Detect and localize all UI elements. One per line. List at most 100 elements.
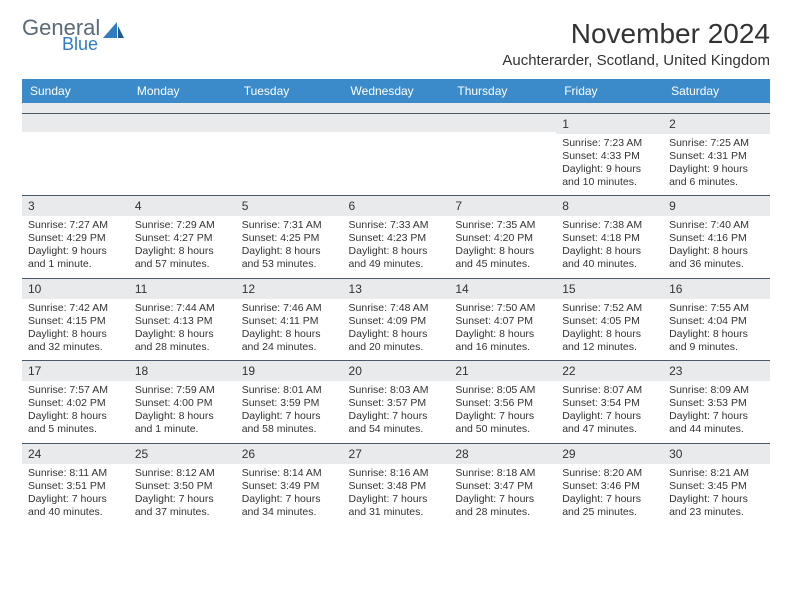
day-number (449, 114, 556, 132)
day-detail: Sunrise: 7:31 AMSunset: 4:25 PMDaylight:… (236, 216, 343, 278)
daylight-line: Daylight: 7 hours and 31 minutes. (349, 493, 444, 519)
day-number: 26 (236, 444, 343, 464)
day-number: 22 (556, 361, 663, 381)
daylight-line: Daylight: 8 hours and 49 minutes. (349, 245, 444, 271)
sunset-line: Sunset: 3:59 PM (242, 397, 337, 410)
sunrise-line: Sunrise: 7:29 AM (135, 219, 230, 232)
sunrise-line: Sunrise: 8:11 AM (28, 467, 123, 480)
daylight-line: Daylight: 8 hours and 32 minutes. (28, 328, 123, 354)
sunrise-line: Sunrise: 8:12 AM (135, 467, 230, 480)
daylight-line: Daylight: 9 hours and 10 minutes. (562, 163, 657, 189)
day-cell (236, 113, 343, 196)
sunset-line: Sunset: 3:54 PM (562, 397, 657, 410)
sunrise-line: Sunrise: 7:46 AM (242, 302, 337, 315)
dayname-cell: Wednesday (343, 79, 450, 103)
day-cell (343, 113, 450, 196)
day-number: 28 (449, 444, 556, 464)
day-detail: Sunrise: 7:52 AMSunset: 4:05 PMDaylight:… (556, 299, 663, 361)
daylight-line: Daylight: 8 hours and 36 minutes. (669, 245, 764, 271)
day-cell: 27Sunrise: 8:16 AMSunset: 3:48 PMDayligh… (343, 443, 450, 525)
day-number: 5 (236, 196, 343, 216)
day-detail: Sunrise: 8:09 AMSunset: 3:53 PMDaylight:… (663, 381, 770, 443)
sunset-line: Sunset: 3:45 PM (669, 480, 764, 493)
day-cell: 20Sunrise: 8:03 AMSunset: 3:57 PMDayligh… (343, 361, 450, 444)
day-detail (236, 132, 343, 188)
day-cell: 18Sunrise: 7:59 AMSunset: 4:00 PMDayligh… (129, 361, 236, 444)
day-number: 2 (663, 114, 770, 134)
week-row: 10Sunrise: 7:42 AMSunset: 4:15 PMDayligh… (22, 278, 770, 361)
sunset-line: Sunset: 3:56 PM (455, 397, 550, 410)
day-detail: Sunrise: 7:25 AMSunset: 4:31 PMDaylight:… (663, 134, 770, 196)
daylight-line: Daylight: 7 hours and 37 minutes. (135, 493, 230, 519)
daylight-line: Daylight: 8 hours and 20 minutes. (349, 328, 444, 354)
day-cell: 10Sunrise: 7:42 AMSunset: 4:15 PMDayligh… (22, 278, 129, 361)
sunset-line: Sunset: 4:07 PM (455, 315, 550, 328)
day-cell: 16Sunrise: 7:55 AMSunset: 4:04 PMDayligh… (663, 278, 770, 361)
daylight-line: Daylight: 8 hours and 28 minutes. (135, 328, 230, 354)
page-header: General Blue November 2024 Auchterarder,… (22, 18, 770, 69)
daylight-line: Daylight: 9 hours and 6 minutes. (669, 163, 764, 189)
sunset-line: Sunset: 4:33 PM (562, 150, 657, 163)
day-cell: 23Sunrise: 8:09 AMSunset: 3:53 PMDayligh… (663, 361, 770, 444)
day-number: 10 (22, 279, 129, 299)
day-detail (343, 132, 450, 188)
sunrise-line: Sunrise: 7:48 AM (349, 302, 444, 315)
day-detail (129, 132, 236, 188)
sunrise-line: Sunrise: 7:25 AM (669, 137, 764, 150)
sunset-line: Sunset: 4:31 PM (669, 150, 764, 163)
day-cell: 7Sunrise: 7:35 AMSunset: 4:20 PMDaylight… (449, 196, 556, 279)
dayname-cell: Tuesday (236, 79, 343, 103)
day-detail (22, 132, 129, 188)
sunrise-line: Sunrise: 7:27 AM (28, 219, 123, 232)
day-detail: Sunrise: 7:40 AMSunset: 4:16 PMDaylight:… (663, 216, 770, 278)
title-block: November 2024 Auchterarder, Scotland, Un… (502, 18, 770, 69)
sunset-line: Sunset: 3:49 PM (242, 480, 337, 493)
sunrise-line: Sunrise: 8:05 AM (455, 384, 550, 397)
daylight-line: Daylight: 7 hours and 34 minutes. (242, 493, 337, 519)
day-cell: 12Sunrise: 7:46 AMSunset: 4:11 PMDayligh… (236, 278, 343, 361)
dayname-cell: Monday (129, 79, 236, 103)
day-number: 24 (22, 444, 129, 464)
day-number: 9 (663, 196, 770, 216)
day-detail: Sunrise: 7:35 AMSunset: 4:20 PMDaylight:… (449, 216, 556, 278)
day-detail: Sunrise: 7:23 AMSunset: 4:33 PMDaylight:… (556, 134, 663, 196)
sunset-line: Sunset: 4:04 PM (669, 315, 764, 328)
sunrise-line: Sunrise: 7:59 AM (135, 384, 230, 397)
sunrise-line: Sunrise: 8:16 AM (349, 467, 444, 480)
sunrise-line: Sunrise: 8:18 AM (455, 467, 550, 480)
logo-sail-icon (103, 22, 125, 42)
day-number: 12 (236, 279, 343, 299)
day-number: 30 (663, 444, 770, 464)
day-number: 8 (556, 196, 663, 216)
sunset-line: Sunset: 4:23 PM (349, 232, 444, 245)
sunrise-line: Sunrise: 7:38 AM (562, 219, 657, 232)
day-number: 4 (129, 196, 236, 216)
day-cell: 1Sunrise: 7:23 AMSunset: 4:33 PMDaylight… (556, 113, 663, 196)
day-cell: 5Sunrise: 7:31 AMSunset: 4:25 PMDaylight… (236, 196, 343, 279)
sunset-line: Sunset: 4:18 PM (562, 232, 657, 245)
daylight-line: Daylight: 8 hours and 1 minute. (135, 410, 230, 436)
day-number: 6 (343, 196, 450, 216)
day-detail: Sunrise: 8:20 AMSunset: 3:46 PMDaylight:… (556, 464, 663, 526)
day-number: 17 (22, 361, 129, 381)
day-cell: 24Sunrise: 8:11 AMSunset: 3:51 PMDayligh… (22, 443, 129, 525)
dayname-cell: Thursday (449, 79, 556, 103)
day-number: 15 (556, 279, 663, 299)
daylight-line: Daylight: 8 hours and 40 minutes. (562, 245, 657, 271)
day-cell: 22Sunrise: 8:07 AMSunset: 3:54 PMDayligh… (556, 361, 663, 444)
sunset-line: Sunset: 3:46 PM (562, 480, 657, 493)
day-detail (449, 132, 556, 188)
day-number: 25 (129, 444, 236, 464)
day-detail: Sunrise: 7:38 AMSunset: 4:18 PMDaylight:… (556, 216, 663, 278)
day-detail: Sunrise: 7:44 AMSunset: 4:13 PMDaylight:… (129, 299, 236, 361)
day-detail: Sunrise: 8:16 AMSunset: 3:48 PMDaylight:… (343, 464, 450, 526)
day-number: 13 (343, 279, 450, 299)
daynames-row: SundayMondayTuesdayWednesdayThursdayFrid… (22, 79, 770, 103)
sunset-line: Sunset: 4:02 PM (28, 397, 123, 410)
day-cell: 15Sunrise: 7:52 AMSunset: 4:05 PMDayligh… (556, 278, 663, 361)
daylight-line: Daylight: 7 hours and 54 minutes. (349, 410, 444, 436)
day-cell: 28Sunrise: 8:18 AMSunset: 3:47 PMDayligh… (449, 443, 556, 525)
daylight-line: Daylight: 8 hours and 24 minutes. (242, 328, 337, 354)
day-number: 7 (449, 196, 556, 216)
sunset-line: Sunset: 4:27 PM (135, 232, 230, 245)
